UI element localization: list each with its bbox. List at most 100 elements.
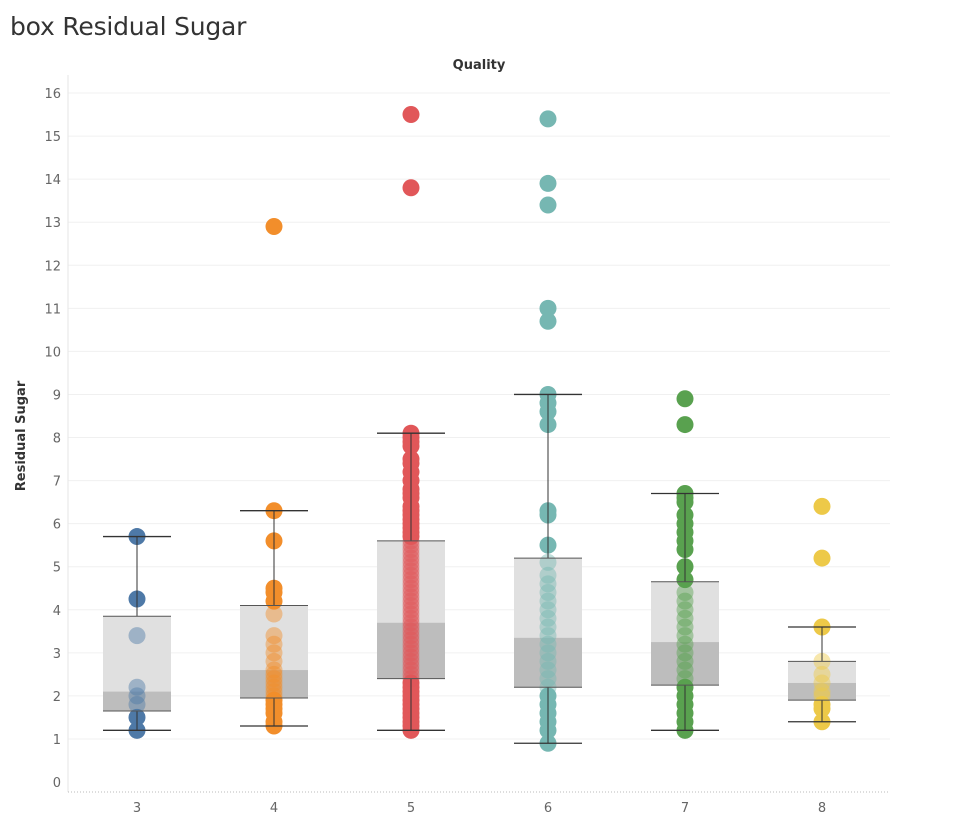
data-point[interactable] [539,661,557,679]
data-point[interactable] [402,631,420,649]
data-point[interactable] [265,644,283,662]
data-point[interactable] [265,687,283,705]
data-point[interactable] [539,174,557,192]
data-point[interactable] [402,592,420,610]
page-title: box Residual Sugar [10,12,247,41]
y-tick-label: 15 [44,130,61,145]
data-point[interactable] [402,622,420,640]
data-point[interactable] [402,571,420,589]
data-point[interactable] [265,683,283,701]
data-point[interactable] [265,674,283,692]
data-point[interactable] [402,588,420,606]
data-point[interactable] [265,635,283,653]
data-point[interactable] [402,545,420,563]
data-point[interactable] [265,665,283,683]
data-point[interactable] [676,601,694,619]
data-point[interactable] [402,584,420,602]
data-point[interactable] [539,635,557,653]
data-point[interactable] [402,648,420,666]
data-point[interactable] [676,592,694,610]
box-lower-8 [788,682,856,701]
data-point[interactable] [402,618,420,636]
data-point[interactable] [402,640,420,658]
data-point[interactable] [676,635,694,653]
data-point[interactable] [539,592,557,610]
data-point[interactable] [402,661,420,679]
data-point[interactable] [402,575,420,593]
data-point[interactable] [265,670,283,688]
x-tick-label: 6 [544,801,552,816]
data-point[interactable] [676,652,694,670]
data-point[interactable] [539,299,557,317]
data-point[interactable] [265,661,283,679]
data-point[interactable] [128,695,146,713]
data-point[interactable] [539,644,557,662]
y-tick-label: 2 [53,690,61,705]
box-lower-5 [377,622,445,679]
data-point[interactable] [402,558,420,576]
data-point[interactable] [539,627,557,645]
data-point[interactable] [128,678,146,696]
data-point[interactable] [539,609,557,627]
data-point[interactable] [402,549,420,567]
data-point[interactable] [539,618,557,636]
data-point[interactable] [402,596,420,614]
data-point[interactable] [676,661,694,679]
data-point[interactable] [676,644,694,662]
box-upper-6 [514,558,582,638]
data-point[interactable] [265,652,283,670]
data-point[interactable] [676,627,694,645]
points-layer [128,106,831,752]
data-point[interactable] [402,644,420,662]
data-point[interactable] [676,584,694,602]
data-point[interactable] [402,657,420,675]
y-tick-label: 4 [53,604,61,619]
data-point[interactable] [128,627,146,645]
y-tick-label: 12 [44,259,61,274]
data-point[interactable] [676,390,694,408]
data-point[interactable] [265,627,283,645]
data-point[interactable] [265,605,283,623]
data-point[interactable] [402,179,420,197]
data-point[interactable] [402,601,420,619]
data-point[interactable] [539,312,557,330]
data-point[interactable] [402,605,420,623]
data-point[interactable] [402,562,420,580]
data-point[interactable] [539,584,557,602]
data-point[interactable] [402,553,420,571]
y-tick-label: 6 [53,518,61,533]
data-point[interactable] [539,110,557,128]
y-tick-label: 0 [53,776,61,791]
data-point[interactable] [539,601,557,619]
data-point[interactable] [265,678,283,696]
data-point[interactable] [539,670,557,688]
x-tick-label: 5 [407,801,415,816]
data-point[interactable] [402,635,420,653]
data-point[interactable] [402,652,420,670]
data-point[interactable] [539,652,557,670]
data-point[interactable] [402,566,420,584]
data-point[interactable] [539,566,557,584]
data-point[interactable] [813,497,831,515]
data-point[interactable] [402,540,420,558]
data-point[interactable] [539,196,557,214]
data-point[interactable] [402,579,420,597]
data-point[interactable] [128,687,146,705]
data-point[interactable] [402,627,420,645]
data-point[interactable] [813,674,831,692]
data-point[interactable] [676,670,694,688]
data-point[interactable] [539,575,557,593]
data-point[interactable] [402,106,420,124]
data-point[interactable] [676,609,694,627]
data-point[interactable] [813,683,831,701]
data-point[interactable] [813,665,831,683]
data-point[interactable] [265,217,283,235]
data-point[interactable] [402,609,420,627]
data-point[interactable] [813,549,831,567]
data-point[interactable] [676,416,694,434]
y-tick-label: 1 [53,733,61,748]
data-point[interactable] [676,618,694,636]
data-point[interactable] [402,614,420,632]
box-layer [103,540,856,711]
